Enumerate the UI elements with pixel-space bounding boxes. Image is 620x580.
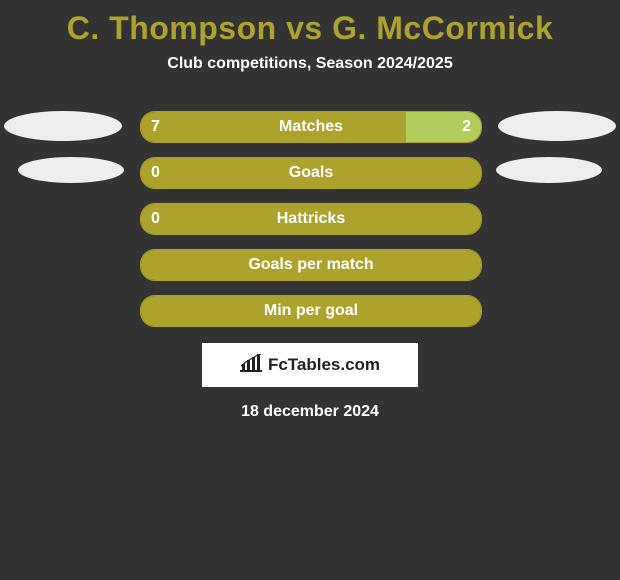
stat-row: Goals per match (0, 241, 620, 287)
stat-value-left: 7 (151, 112, 160, 142)
logo-box: FcTables.com (202, 343, 418, 387)
stat-bar-track: Goals per match (140, 249, 482, 281)
logo: FcTables.com (240, 354, 380, 377)
stat-row: Min per goal (0, 287, 620, 333)
player-marker-right (498, 111, 616, 141)
stat-bar-track: Hattricks0 (140, 203, 482, 235)
date-text: 18 december 2024 (0, 403, 620, 421)
stat-bar-track: Goals0 (140, 157, 482, 189)
logo-text: FcTables.com (268, 355, 380, 375)
player-marker-left (18, 157, 124, 183)
stat-value-left: 0 (151, 204, 160, 234)
stat-row: Goals0 (0, 149, 620, 195)
comparison-widget: C. Thompson vs G. McCormick Club competi… (0, 10, 620, 421)
stat-bar-track: Matches7 2 (140, 111, 482, 143)
barchart-icon (240, 354, 262, 377)
stat-label: Hattricks (141, 204, 481, 234)
stat-label: Goals per match (141, 250, 481, 280)
stat-row: Hattricks0 (0, 195, 620, 241)
stat-row: Matches7 2 (0, 103, 620, 149)
stat-label: Min per goal (141, 296, 481, 326)
player-marker-right (496, 157, 602, 183)
stat-label: Goals (141, 158, 481, 188)
stat-bar-track: Min per goal (140, 295, 482, 327)
stat-label: Matches (141, 112, 481, 142)
stat-value-left: 0 (151, 158, 160, 188)
stat-value-right: 2 (462, 112, 471, 142)
page-title: C. Thompson vs G. McCormick (0, 10, 620, 47)
player-marker-left (4, 111, 122, 141)
subtitle: Club competitions, Season 2024/2025 (0, 55, 620, 73)
stat-rows: Matches72Goals0Hattricks0Goals per match… (0, 103, 620, 333)
